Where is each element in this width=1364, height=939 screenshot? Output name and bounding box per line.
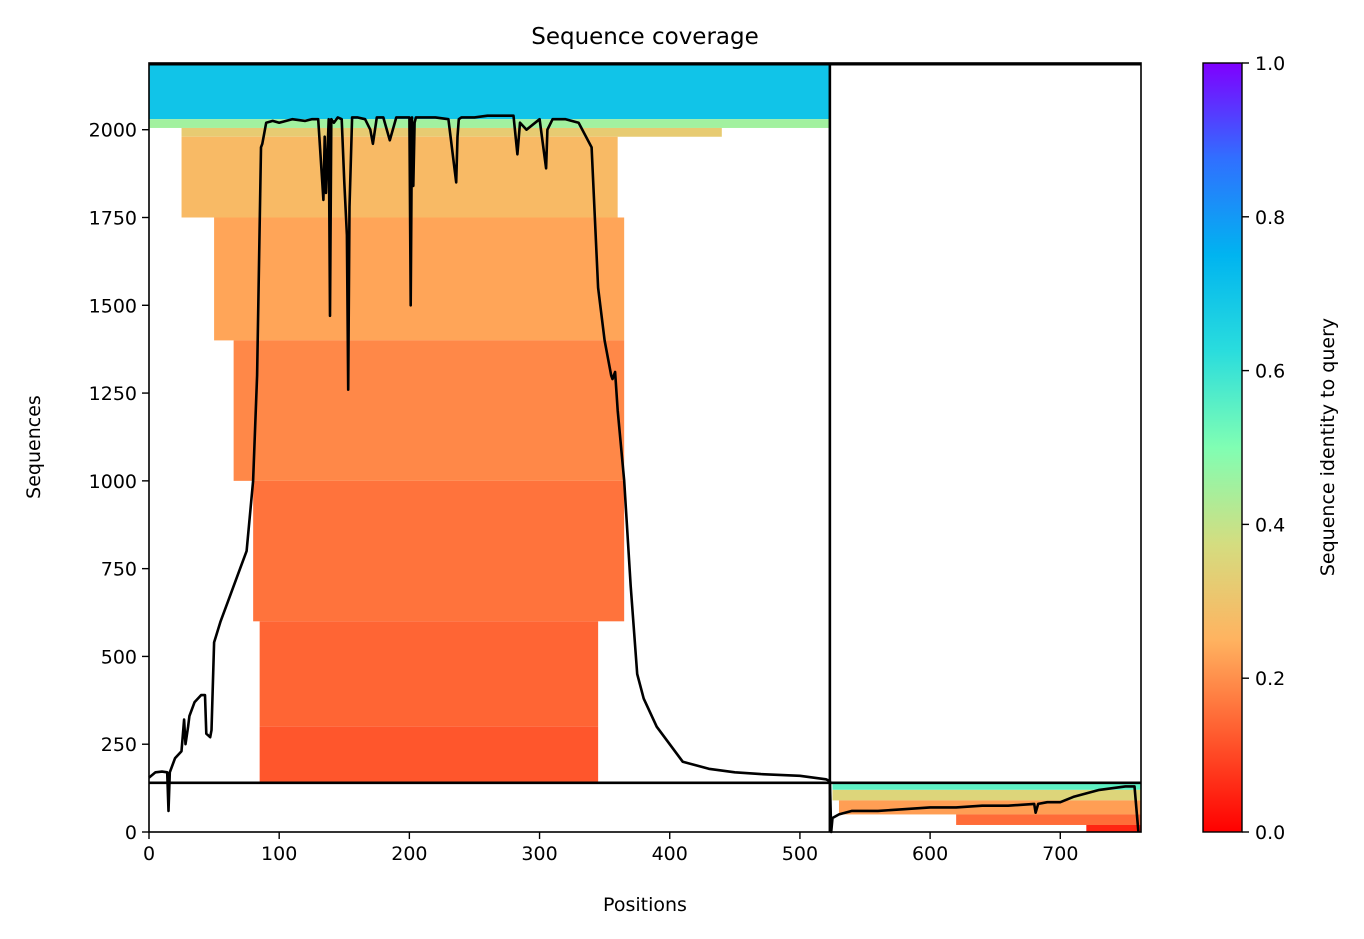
heat-band-2 xyxy=(181,127,722,137)
x-tick-label: 700 xyxy=(1042,843,1078,865)
y-tick-label: 1250 xyxy=(89,383,137,405)
heat-band-8 xyxy=(259,726,599,783)
heat-band-5 xyxy=(233,340,625,481)
colorbar-tick-label: 0.6 xyxy=(1255,361,1285,383)
heat-band-7 xyxy=(259,621,599,727)
x-tick-label: 0 xyxy=(143,843,155,865)
colorbar-tick-label: 0.2 xyxy=(1255,668,1285,690)
x-axis-label: Positions xyxy=(603,894,687,916)
heat-band-12 xyxy=(956,814,1141,825)
y-tick-label: 2000 xyxy=(89,120,137,142)
y-tick-label: 1000 xyxy=(89,471,137,493)
y-tick-label: 1750 xyxy=(89,208,137,230)
x-tick-label: 100 xyxy=(261,843,297,865)
colorbar xyxy=(1202,62,1243,833)
chart-title: Sequence coverage xyxy=(531,24,759,50)
coverage-heatmap xyxy=(149,63,1141,832)
heat-band-6 xyxy=(253,480,625,622)
heat-band-9 xyxy=(832,782,1141,790)
y-tick-label: 250 xyxy=(101,734,137,756)
coverage-line xyxy=(148,114,1140,834)
heat-band-10 xyxy=(832,789,1141,801)
colorbar-tick-label: 0.8 xyxy=(1255,207,1285,229)
x-tick-label: 600 xyxy=(912,843,948,865)
heat-band-1 xyxy=(149,119,830,128)
colorbar-tick-label: 0.0 xyxy=(1255,822,1285,844)
colorbar-tick-label: 0.4 xyxy=(1255,514,1285,536)
y-tick-label: 0 xyxy=(125,822,137,844)
x-tick-label: 200 xyxy=(391,843,427,865)
heat-band-4 xyxy=(214,217,625,341)
y-axis-label: Sequences xyxy=(23,395,45,499)
y-tick-label: 1500 xyxy=(89,295,137,317)
colorbar-label: Sequence identity to query xyxy=(1317,318,1339,576)
y-tick-label: 500 xyxy=(101,646,137,668)
y-axis: 0 250 500 750 1000 1250 1500 1750 2000 xyxy=(89,120,149,844)
heat-band-3 xyxy=(181,136,618,218)
plot-frame xyxy=(148,62,1142,833)
y-tick-label: 750 xyxy=(101,559,137,581)
chain-boundaries xyxy=(149,62,1141,832)
heat-band-11 xyxy=(838,800,1141,815)
heat-band-0 xyxy=(149,63,830,120)
colorbar-tick-label: 1.0 xyxy=(1255,53,1285,75)
colorbar-ticks: 0.0 0.2 0.4 0.6 0.8 1.0 xyxy=(1242,53,1285,844)
x-tick-label: 500 xyxy=(782,843,818,865)
x-tick-label: 400 xyxy=(652,843,688,865)
x-tick-label: 300 xyxy=(521,843,557,865)
x-axis: 0 100 200 300 400 500 600 700 xyxy=(143,832,1078,865)
heat-band-13 xyxy=(1086,824,1141,832)
